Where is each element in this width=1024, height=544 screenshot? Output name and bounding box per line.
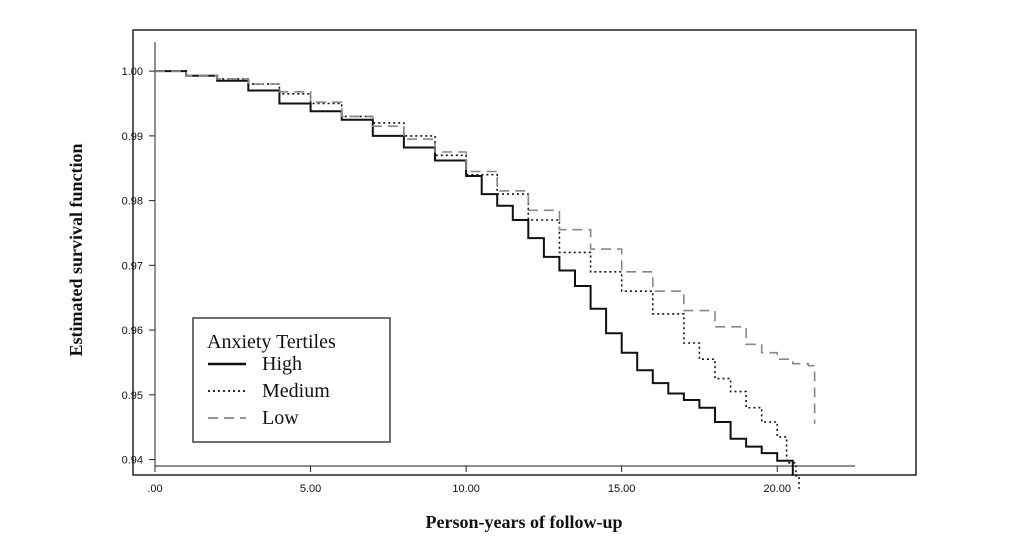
legend-label-medium: Medium bbox=[262, 380, 330, 402]
y-tick-label: 0.98 bbox=[122, 196, 143, 208]
y-tick-label: 0.95 bbox=[122, 390, 143, 402]
x-axis-title: Person-years of follow-up bbox=[426, 512, 623, 532]
x-tick-label: 10.00 bbox=[452, 483, 480, 495]
x-tick-label: .00 bbox=[147, 483, 162, 495]
series-line-low bbox=[155, 70, 816, 424]
legend-title: Anxiety Tertiles bbox=[207, 331, 336, 353]
x-axis-ticks: .00 5.00 10.00 15.00 20.00 bbox=[147, 466, 791, 495]
legend-label-high: High bbox=[262, 353, 302, 375]
y-tick-label: 0.96 bbox=[122, 325, 143, 337]
legend-items: High Medium Low bbox=[208, 353, 330, 429]
y-tick-label: 0.94 bbox=[122, 455, 143, 467]
y-tick-label: 1.00 bbox=[122, 66, 143, 78]
series-line-medium bbox=[155, 70, 800, 489]
legend: Anxiety Tertiles High Medium Low bbox=[192, 317, 391, 443]
legend-label-low: Low bbox=[262, 407, 299, 429]
y-tick-label: 0.97 bbox=[122, 260, 143, 272]
series-line-high bbox=[155, 70, 794, 476]
y-tick-label: 0.99 bbox=[122, 131, 143, 143]
plot-frame bbox=[132, 29, 917, 476]
y-axis-title: Estimated survival function bbox=[66, 143, 86, 356]
x-tick-label: 5.00 bbox=[300, 483, 321, 495]
series-layer bbox=[155, 70, 816, 489]
legend-box bbox=[192, 317, 391, 443]
y-axis-ticks: 1.00 0.99 0.98 0.97 0.96 0.95 0.94 bbox=[122, 66, 155, 467]
x-tick-label: 15.00 bbox=[608, 483, 636, 495]
x-tick-label: 20.00 bbox=[763, 483, 791, 495]
